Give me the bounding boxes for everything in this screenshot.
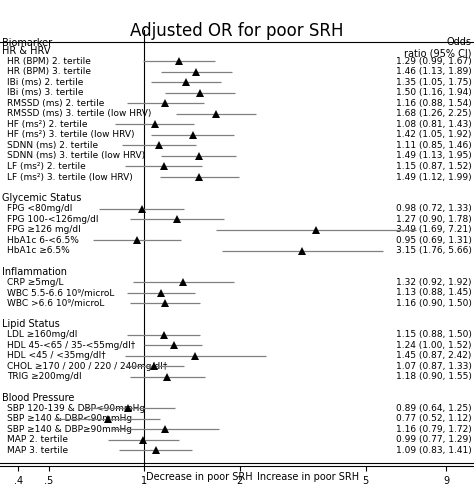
Text: HbA1c 6-<6.5%: HbA1c 6-<6.5%: [7, 236, 79, 245]
Text: FPG 100-<126mg/dl: FPG 100-<126mg/dl: [7, 215, 99, 224]
Text: 1.32 (0.92, 1.92): 1.32 (0.92, 1.92): [396, 278, 472, 287]
Text: SDNN (ms) 3. tertile (low HRV): SDNN (ms) 3. tertile (low HRV): [7, 151, 145, 161]
Text: RMSSD (ms) 2. tertile: RMSSD (ms) 2. tertile: [7, 99, 104, 108]
Text: 0.77 (0.52, 1.12): 0.77 (0.52, 1.12): [396, 415, 472, 424]
Text: TRIG ≥200mg/dl: TRIG ≥200mg/dl: [7, 372, 82, 381]
Text: HF (ms²) 3. tertile (low HRV): HF (ms²) 3. tertile (low HRV): [7, 130, 135, 139]
Text: Lipid Status: Lipid Status: [2, 319, 60, 329]
Text: MAP 2. tertile: MAP 2. tertile: [7, 435, 68, 444]
Text: FPG ≥126 mg/dl: FPG ≥126 mg/dl: [7, 225, 81, 234]
Text: LF (ms²) 2. tertile: LF (ms²) 2. tertile: [7, 162, 86, 171]
Text: 1.29 (0.99, 1.67): 1.29 (0.99, 1.67): [396, 57, 472, 66]
Text: SBP ≥140 & DBP<90mmHg: SBP ≥140 & DBP<90mmHg: [7, 415, 132, 424]
Text: CHOL ≥170 / 200 / 220 / 240mg/dl†: CHOL ≥170 / 200 / 220 / 240mg/dl†: [7, 362, 167, 371]
Text: 1.18 (0.90, 1.55): 1.18 (0.90, 1.55): [396, 372, 472, 381]
Text: 1.50 (1.16, 1.94): 1.50 (1.16, 1.94): [396, 88, 472, 97]
Text: LDL ≥160mg/dl: LDL ≥160mg/dl: [7, 330, 77, 339]
Text: HbA1c ≥6.5%: HbA1c ≥6.5%: [7, 246, 70, 255]
Text: 1.13 (0.88, 1.45): 1.13 (0.88, 1.45): [396, 288, 472, 297]
Text: SBP 120-139 & DBP<90mmHg: SBP 120-139 & DBP<90mmHg: [7, 404, 145, 413]
Text: 1.27 (0.90, 1.78): 1.27 (0.90, 1.78): [396, 215, 472, 224]
Text: 0.98 (0.72, 1.33): 0.98 (0.72, 1.33): [396, 204, 472, 213]
Text: 3.15 (1.76, 5.66): 3.15 (1.76, 5.66): [396, 246, 472, 255]
Text: Adjusted OR for poor SRH: Adjusted OR for poor SRH: [130, 22, 344, 40]
Text: Increase in poor SRH: Increase in poor SRH: [257, 472, 359, 482]
Text: CRP ≥5mg/L: CRP ≥5mg/L: [7, 278, 64, 287]
Text: 0.89 (0.64, 1.25): 0.89 (0.64, 1.25): [396, 404, 472, 413]
Text: 1.49 (1.13, 1.95): 1.49 (1.13, 1.95): [396, 151, 472, 161]
Text: 0.95 (0.69, 1.31): 0.95 (0.69, 1.31): [396, 236, 472, 245]
Text: HR (BPM) 2. tertile: HR (BPM) 2. tertile: [7, 57, 91, 66]
Text: HR (BPM) 3. tertile: HR (BPM) 3. tertile: [7, 67, 91, 76]
Text: IBi (ms) 2. tertile: IBi (ms) 2. tertile: [7, 78, 83, 87]
Text: 1.16 (0.90, 1.50): 1.16 (0.90, 1.50): [396, 299, 472, 308]
Text: 1.68 (1.26, 2.25): 1.68 (1.26, 2.25): [396, 110, 472, 119]
Text: FPG <80mg/dl: FPG <80mg/dl: [7, 204, 73, 213]
Text: 0.99 (0.77, 1.29): 0.99 (0.77, 1.29): [396, 435, 472, 444]
Text: Blood Pressure: Blood Pressure: [2, 393, 75, 403]
Text: HF (ms²) 2. tertile: HF (ms²) 2. tertile: [7, 120, 88, 129]
Text: WBC 5.5-6.6 10⁹/microL: WBC 5.5-6.6 10⁹/microL: [7, 288, 115, 297]
Text: 1.15 (0.87, 1.52): 1.15 (0.87, 1.52): [396, 162, 472, 171]
Text: 1.49 (1.12, 1.99): 1.49 (1.12, 1.99): [396, 173, 472, 182]
Text: 1.11 (0.85, 1.46): 1.11 (0.85, 1.46): [396, 141, 472, 150]
Text: 1.15 (0.88, 1.50): 1.15 (0.88, 1.50): [396, 330, 472, 339]
Text: 1.09 (0.83, 1.41): 1.09 (0.83, 1.41): [396, 446, 472, 455]
Text: Biomarker: Biomarker: [2, 38, 53, 48]
Text: Decrease in poor SRH: Decrease in poor SRH: [146, 472, 252, 482]
Text: 1.07 (0.87, 1.33): 1.07 (0.87, 1.33): [396, 362, 472, 371]
Text: IBi (ms) 3. tertile: IBi (ms) 3. tertile: [7, 88, 83, 97]
Text: HDL 45-<65 / 35-<55mg/dl†: HDL 45-<65 / 35-<55mg/dl†: [7, 341, 136, 350]
Text: 1.35 (1.05, 1.75): 1.35 (1.05, 1.75): [396, 78, 472, 87]
Text: 1.45 (0.87, 2.42): 1.45 (0.87, 2.42): [396, 351, 472, 360]
Text: 1.24 (1.00, 1.52): 1.24 (1.00, 1.52): [396, 341, 472, 350]
Text: RMSSD (ms) 3. tertile (low HRV): RMSSD (ms) 3. tertile (low HRV): [7, 110, 152, 119]
Text: WBC >6.6 10⁹/microL: WBC >6.6 10⁹/microL: [7, 299, 104, 308]
Text: 1.42 (1.05, 1.92): 1.42 (1.05, 1.92): [396, 130, 472, 139]
Text: LF (ms²) 3. tertile (low HRV): LF (ms²) 3. tertile (low HRV): [7, 173, 133, 182]
Text: 1.16 (0.79, 1.72): 1.16 (0.79, 1.72): [396, 425, 472, 434]
Text: MAP 3. tertile: MAP 3. tertile: [7, 446, 68, 455]
Text: SBP ≥140 & DBP≥90mmHg: SBP ≥140 & DBP≥90mmHg: [7, 425, 132, 434]
Text: Odds
ratio (95% CI): Odds ratio (95% CI): [404, 37, 472, 59]
Text: Glycemic Status: Glycemic Status: [2, 193, 82, 203]
Text: 3.49 (1.69, 7.21): 3.49 (1.69, 7.21): [396, 225, 472, 234]
Text: 1.46 (1.13, 1.89): 1.46 (1.13, 1.89): [396, 67, 472, 76]
Text: HDL <45 / <35mg/dl†: HDL <45 / <35mg/dl†: [7, 351, 106, 360]
Text: 1.16 (0.88, 1.54): 1.16 (0.88, 1.54): [396, 99, 472, 108]
Text: Inflammation: Inflammation: [2, 267, 67, 277]
Text: HR & HRV: HR & HRV: [2, 46, 51, 56]
Text: 1.08 (0.81, 1.43): 1.08 (0.81, 1.43): [396, 120, 472, 129]
Text: SDNN (ms) 2. tertile: SDNN (ms) 2. tertile: [7, 141, 98, 150]
